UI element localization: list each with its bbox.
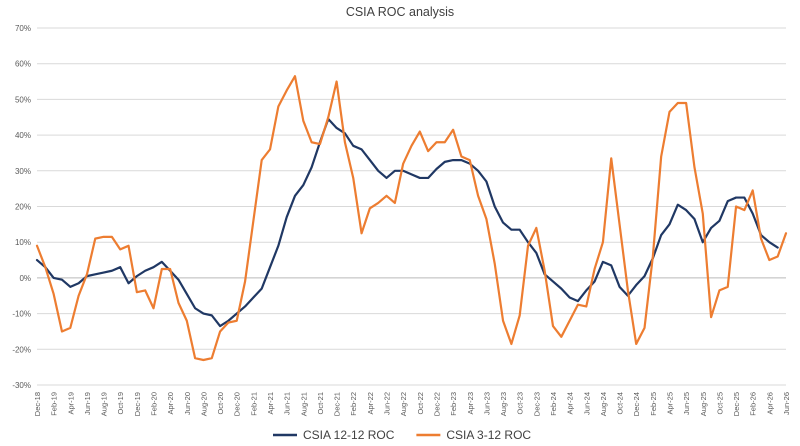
x-tick-label: Feb-19 xyxy=(50,392,59,416)
x-tick-label: Dec-19 xyxy=(133,392,142,416)
x-tick-label: Jun-22 xyxy=(383,392,392,415)
x-tick-label: Oct-25 xyxy=(715,392,724,415)
x-tick-label: Dec-23 xyxy=(532,392,541,416)
y-tick-label: 0% xyxy=(19,274,31,283)
x-tick-label: Aug-21 xyxy=(299,392,308,416)
legend-label: CSIA 3-12 ROC xyxy=(446,428,531,442)
x-tick-label: Oct-24 xyxy=(616,392,625,415)
series-line xyxy=(35,117,779,328)
y-axis-tick-labels: -30% -20% -10% 0% 10% 20% 30% 40% 50% 60% 70% xyxy=(12,24,31,390)
x-tick-label: Apr-23 xyxy=(466,392,475,415)
x-tick-label: Apr-22 xyxy=(366,392,375,415)
x-tick-label: Apr-21 xyxy=(266,392,275,415)
x-tick-label: Oct-19 xyxy=(116,392,125,415)
x-tick-label: Jun-24 xyxy=(582,392,591,415)
x-tick-label: Feb-21 xyxy=(249,392,258,416)
x-tick-label: Dec-25 xyxy=(732,392,741,416)
x-tick-label: Jun-21 xyxy=(283,392,292,415)
x-tick-label: Aug-22 xyxy=(399,392,408,416)
series-lines xyxy=(35,75,788,362)
y-tick-label: -30% xyxy=(12,381,31,390)
x-tick-label: Aug-20 xyxy=(199,392,208,416)
y-tick-label: 10% xyxy=(15,238,31,247)
x-tick-label: Feb-25 xyxy=(649,392,658,416)
x-tick-label: Aug-24 xyxy=(599,392,608,416)
x-tick-label: Oct-21 xyxy=(316,392,325,415)
x-tick-label: Oct-23 xyxy=(516,392,525,415)
x-axis-tick-labels: Dec-18 Feb-19 Apr-19 Jun-19 Aug-19 Oct-19 Dec-… xyxy=(33,392,791,416)
chart-title: CSIA ROC analysis xyxy=(346,5,454,19)
x-tick-label: Oct-20 xyxy=(216,392,225,415)
x-tick-label: Apr-25 xyxy=(665,392,674,415)
y-tick-label: 60% xyxy=(15,60,31,69)
y-tick-label: 40% xyxy=(15,131,31,140)
y-tick-label: -20% xyxy=(12,345,31,354)
x-tick-label: Feb-22 xyxy=(349,392,358,416)
x-tick-label: Aug-23 xyxy=(499,392,508,416)
y-tick-label: 20% xyxy=(15,203,31,212)
y-tick-label: 30% xyxy=(15,167,31,176)
x-tick-label: Dec-20 xyxy=(233,392,242,416)
x-tick-label: Aug-19 xyxy=(100,392,109,416)
x-tick-label: Dec-22 xyxy=(432,392,441,416)
x-tick-label: Jun-23 xyxy=(482,392,491,415)
x-tick-label: Dec-21 xyxy=(333,392,342,416)
x-tick-label: Oct-22 xyxy=(416,392,425,415)
x-tick-label: Feb-23 xyxy=(449,392,458,416)
x-tick-label: Jun-26 xyxy=(782,392,791,415)
x-tick-label: Dec-24 xyxy=(632,392,641,416)
x-tick-label: Apr-20 xyxy=(166,392,175,415)
series-line xyxy=(35,75,788,362)
x-tick-label: Jun-25 xyxy=(682,392,691,415)
x-tick-label: Feb-20 xyxy=(150,392,159,416)
y-tick-label: -10% xyxy=(12,310,31,319)
x-tick-label: Feb-26 xyxy=(749,392,758,416)
x-tick-label: Dec-18 xyxy=(33,392,42,416)
y-gridlines xyxy=(37,27,786,386)
x-tick-label: Apr-26 xyxy=(765,392,774,415)
y-tick-label: 70% xyxy=(15,24,31,33)
x-tick-label: Jun-19 xyxy=(83,392,92,415)
legend: CSIA 12-12 ROC CSIA 3-12 ROC xyxy=(273,428,531,442)
x-tick-label: Apr-24 xyxy=(566,392,575,415)
x-tick-label: Jun-20 xyxy=(183,392,192,415)
x-tick-label: Feb-24 xyxy=(549,392,558,416)
y-tick-label: 50% xyxy=(15,95,31,104)
x-tick-label: Apr-19 xyxy=(66,392,75,415)
x-tick-label: Aug-25 xyxy=(699,392,708,416)
legend-label: CSIA 12-12 ROC xyxy=(303,428,395,442)
